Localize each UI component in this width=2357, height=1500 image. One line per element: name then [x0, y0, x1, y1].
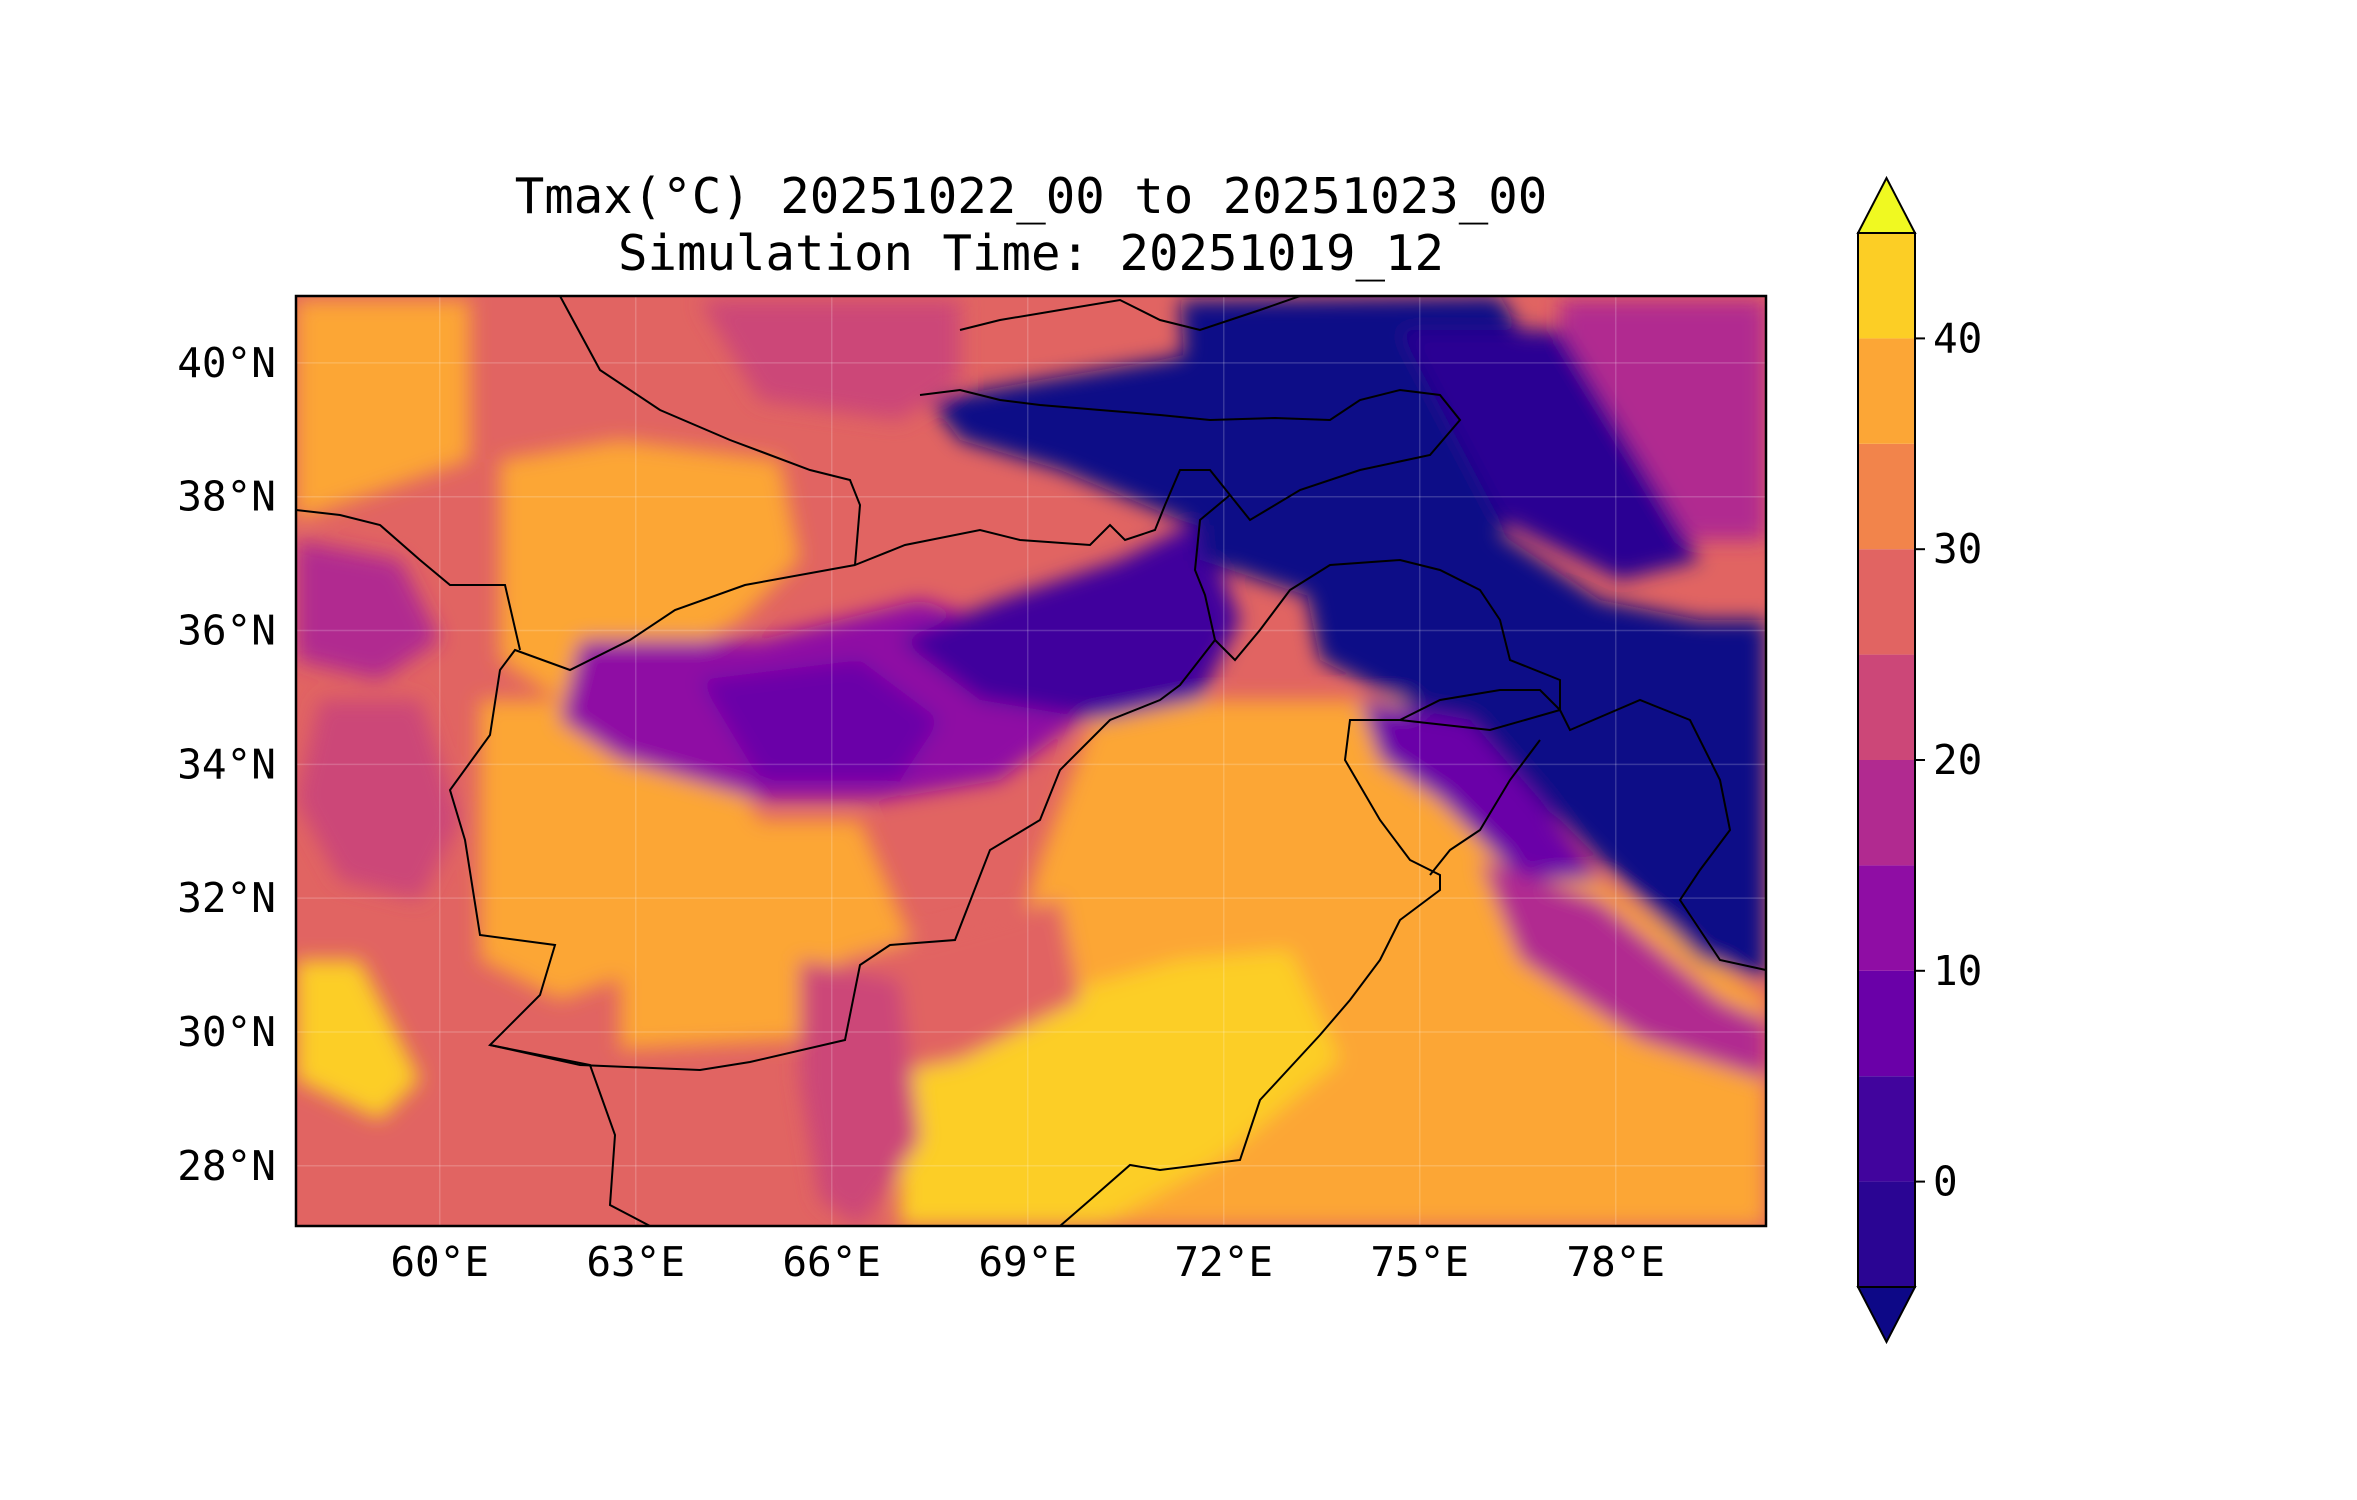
lon-tick-label: 66°E	[782, 1238, 881, 1286]
lon-tick-label: 60°E	[390, 1238, 489, 1286]
temperature-region-makran-ridge	[800, 960, 920, 1226]
colorbar-extend-max	[1856, 175, 1917, 234]
temperature-region-south-iran-hot	[296, 960, 420, 1120]
temperature-region-himalaya-edge	[1480, 860, 1766, 1080]
kyrgyz-border	[959, 296, 1301, 332]
temperature-map	[296, 296, 1766, 1226]
colorbar-segment	[1858, 443, 1915, 550]
colorbar-extend-min	[1856, 1286, 1917, 1345]
temperature-region-iran-ridges	[296, 540, 440, 680]
pakistan-iran-border	[489, 1044, 651, 1226]
turkmenistan-uzbekistan-border	[559, 296, 862, 566]
afghanistan-border	[448, 469, 1232, 1072]
colorbar	[1856, 175, 1917, 1345]
temperature-region-iran-ridges-b	[296, 700, 460, 900]
colorbar-tick-label: 0	[1933, 1158, 1958, 1206]
latitude-axis: 28°N 30°N 32°N 34°N 36°N 38°N 40°N	[177, 339, 276, 1190]
lon-tick-label: 69°E	[978, 1238, 1077, 1286]
colorbar-segment	[1858, 1076, 1915, 1182]
lon-tick-label: 63°E	[586, 1238, 685, 1286]
lat-tick-label: 28°N	[177, 1142, 276, 1190]
lat-tick-label: 40°N	[177, 339, 276, 387]
map-title-line-2: Simulation Time: 20251019_12	[617, 225, 1444, 282]
lat-tick-label: 34°N	[177, 740, 276, 788]
colorbar-ticks: 0 10 20 30 40	[1915, 314, 1982, 1206]
colorbar-segment	[1858, 865, 1915, 971]
temperature-region-central-highlands-b	[700, 660, 940, 780]
lat-tick-label: 38°N	[177, 473, 276, 521]
india-kashmir-line	[1429, 739, 1541, 876]
colorbar-segment	[1858, 760, 1915, 866]
colorbar-segment	[1858, 233, 1915, 339]
temperature-region-kashmir-mid	[1360, 700, 1600, 880]
temperature-region-warm-west	[296, 300, 470, 520]
graticule	[296, 296, 1766, 1226]
temperature-region-hindu-kush-cold	[900, 520, 1240, 720]
lon-tick-label: 75°E	[1370, 1238, 1469, 1286]
tajikistan-border	[919, 388, 1462, 522]
colorbar-tick-label: 10	[1933, 947, 1982, 995]
temperature-region-uzbek-north	[700, 300, 960, 420]
map-title-line-1: Tmax(°C) 20251022_00 to 20251023_00	[514, 168, 1548, 225]
iran-turkmenistan-border	[296, 509, 521, 651]
colorbar-tick-label: 30	[1933, 525, 1982, 573]
colorbar-segment	[1858, 654, 1915, 760]
lat-tick-label: 32°N	[177, 874, 276, 922]
temperature-region-turkmen-desert	[500, 440, 800, 700]
country-borders	[296, 296, 1766, 1226]
colorbar-segment	[1858, 338, 1915, 444]
temperature-contours	[296, 296, 1766, 1226]
colorbar-tick-label: 20	[1933, 736, 1982, 784]
colorbar-tick-label: 40	[1933, 314, 1982, 362]
lat-tick-label: 36°N	[177, 607, 276, 655]
colorbar-segment	[1858, 549, 1915, 655]
china-india-border	[1350, 689, 1766, 971]
longitude-axis: 60°E 63°E 66°E 69°E 72°E 75°E 78°E	[390, 1238, 1665, 1286]
colorbar-segment	[1858, 1181, 1915, 1287]
map-frame	[294, 294, 1768, 1228]
temperature-region-punjab-warm	[1120, 720, 1380, 920]
temperature-region-kunlun-cold	[1400, 330, 1700, 580]
lat-tick-label: 30°N	[177, 1008, 276, 1056]
pakistan-border	[1059, 558, 1561, 1226]
lon-tick-label: 72°E	[1174, 1238, 1273, 1286]
colorbar-segment	[1858, 970, 1915, 1077]
lon-tick-label: 78°E	[1566, 1238, 1665, 1286]
